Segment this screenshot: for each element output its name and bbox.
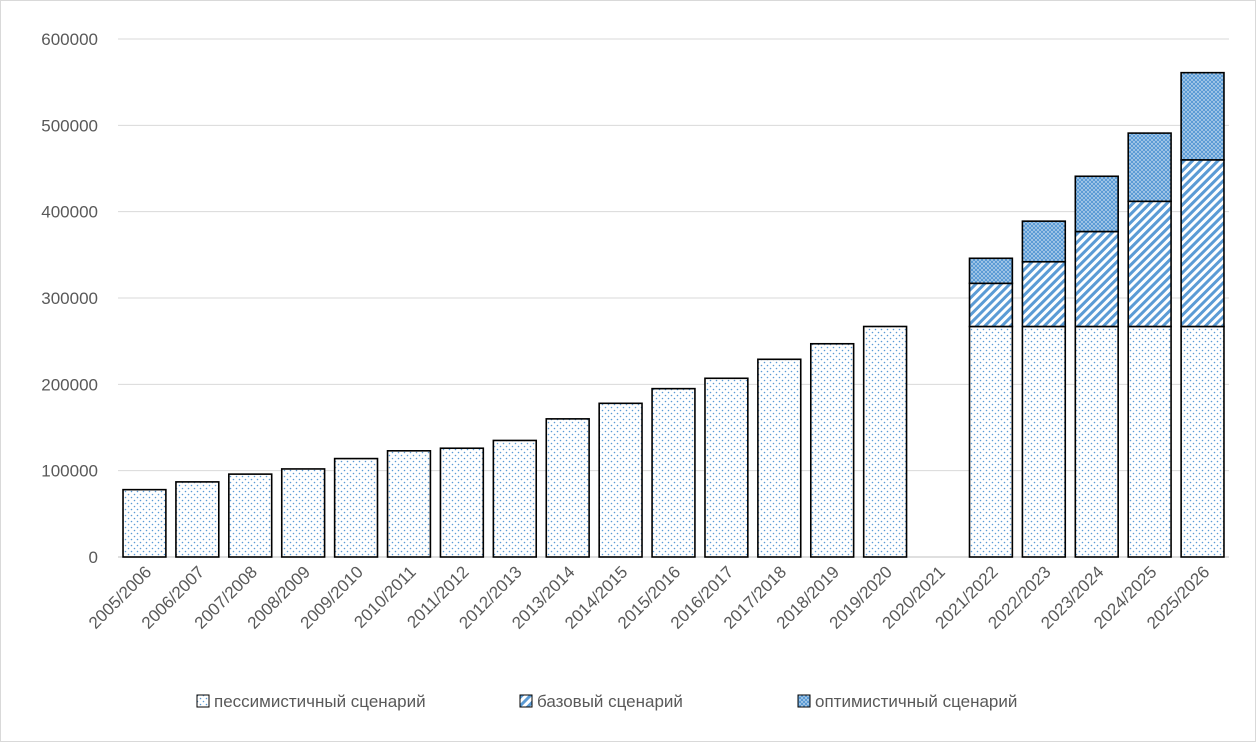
- y-tick-label: 400000: [41, 203, 98, 222]
- bar-diagonal-17: [968, 282, 1014, 328]
- bar-dense-dots-20: [1127, 132, 1172, 203]
- y-tick-label: 300000: [41, 289, 98, 308]
- bar-dots-15: [862, 325, 908, 558]
- bar-dots-18: [1021, 325, 1067, 558]
- legend-swatch: [797, 694, 811, 708]
- bar-dots-2: [175, 481, 220, 558]
- bar-diagonal-19: [1074, 230, 1119, 328]
- legend-label: базовый сценарий: [537, 692, 683, 711]
- bar-dots-6: [386, 450, 432, 558]
- legend-swatch: [519, 694, 533, 708]
- legend-label: оптимистичный сценарий: [815, 692, 1017, 711]
- x-axis-tick-labels: 2005/20062006/20072007/20082008/20092009…: [85, 562, 1213, 632]
- bar-diagonal-20: [1127, 200, 1172, 328]
- bar-dots-21: [1180, 325, 1225, 558]
- bar-dots-11: [651, 387, 696, 558]
- bar-dots-4: [280, 468, 326, 558]
- y-tick-label: 0: [89, 548, 98, 567]
- bar-dense-dots-18: [1021, 220, 1067, 263]
- y-tick-label: 600000: [41, 30, 98, 49]
- bars: [122, 71, 1225, 558]
- y-tick-label: 500000: [41, 116, 98, 135]
- bar-dots-13: [757, 358, 802, 558]
- bar-dots-8: [492, 439, 538, 558]
- bar-dots-12: [704, 377, 749, 558]
- bar-dense-dots-19: [1074, 175, 1119, 233]
- y-axis-tick-labels: 0 100000 200000 300000 400000 500000 600000: [41, 30, 98, 567]
- legend: пессимистичный сценарий базовый сценарий о…: [196, 692, 1017, 711]
- legend-label: пессимистичный сценарий: [214, 692, 426, 711]
- bar-dots-9: [545, 418, 590, 558]
- bar-diagonal-18: [1021, 260, 1067, 328]
- bar-dots-1: [122, 488, 167, 558]
- legend-swatch: [196, 694, 210, 708]
- bar-dense-dots-17: [968, 257, 1014, 285]
- bar-dots-19: [1074, 325, 1119, 558]
- bar-dots-3: [228, 473, 273, 558]
- bar-dots-20: [1127, 325, 1172, 558]
- y-tick-label: 200000: [41, 375, 98, 394]
- bar-dots-7: [439, 447, 485, 558]
- bar-dots-17: [968, 325, 1014, 558]
- y-tick-label: 100000: [41, 462, 98, 481]
- bar-dots-14: [809, 342, 855, 558]
- bar-dots-5: [333, 457, 379, 558]
- bar-dots-10: [598, 402, 643, 558]
- bar-dense-dots-21: [1180, 71, 1225, 161]
- bar-diagonal-21: [1180, 159, 1225, 328]
